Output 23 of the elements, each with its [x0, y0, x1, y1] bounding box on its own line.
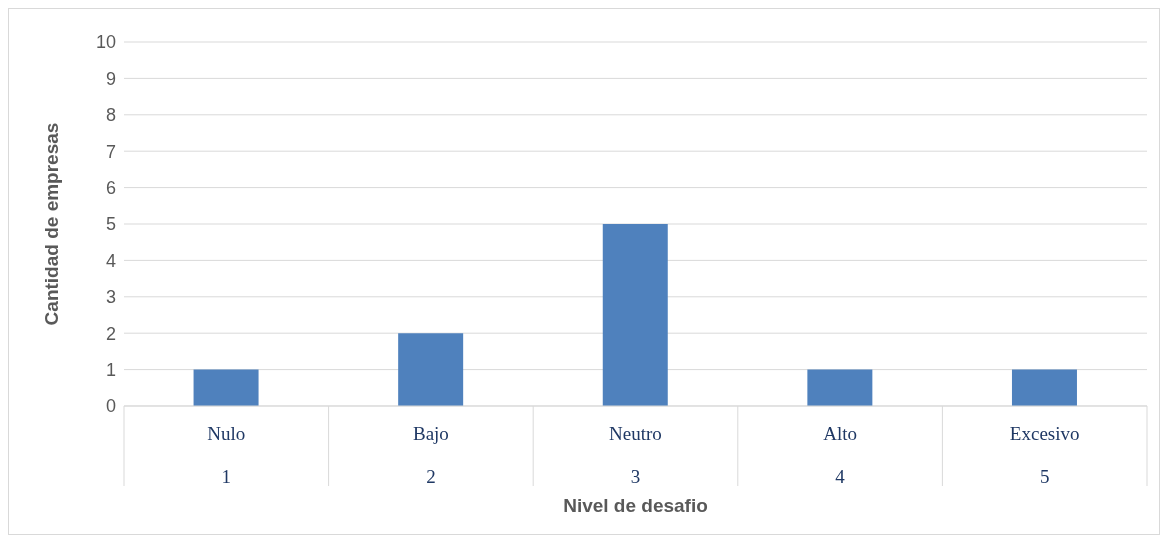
bar	[1011, 369, 1077, 406]
y-tick-label: 5	[105, 214, 116, 235]
y-tick-label: 7	[105, 141, 116, 162]
y-tick-label: 6	[105, 177, 116, 198]
y-tick-label: 10	[95, 32, 116, 53]
x-tick-label: Nulo 1	[207, 423, 246, 487]
x-tick-label: Excesivo 5	[1009, 423, 1080, 487]
x-tick-label: Bajo 2	[412, 423, 449, 487]
x-tick-label: Neutro 3	[609, 423, 662, 487]
y-tick-label: 4	[105, 250, 116, 271]
x-tick-label: Alto 4	[823, 423, 857, 487]
y-tick-label: 9	[105, 68, 116, 89]
x-axis-title: Nivel de desafio	[563, 495, 708, 516]
bar	[602, 224, 668, 406]
bar	[193, 369, 259, 406]
bar	[398, 333, 464, 406]
y-tick-label: 0	[105, 396, 116, 417]
y-tick-label: 8	[105, 105, 116, 126]
y-tick-label: 3	[105, 287, 116, 308]
bar	[807, 369, 873, 406]
y-axis-title: Cantidad de empresas	[40, 122, 62, 326]
y-tick-label: 1	[105, 359, 116, 380]
y-tick-label: 2	[105, 323, 116, 344]
